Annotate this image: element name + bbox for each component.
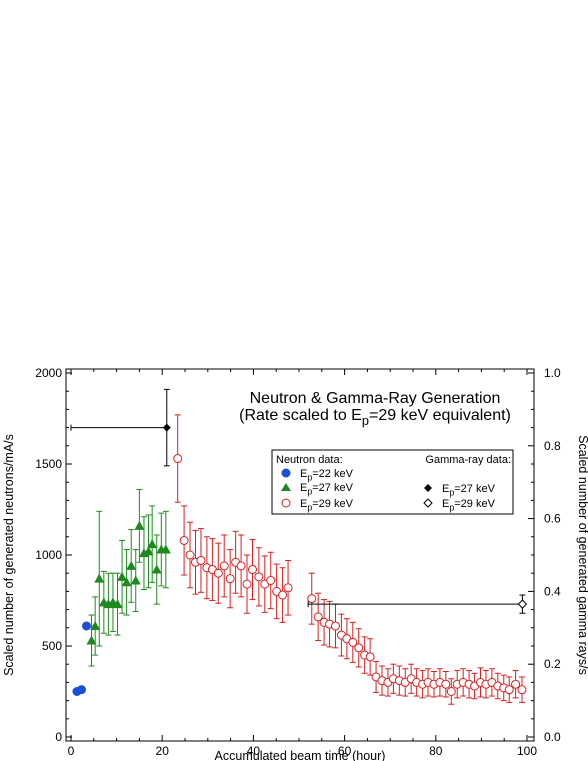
data-point bbox=[219, 561, 229, 571]
data-point bbox=[82, 621, 92, 631]
data-point bbox=[94, 573, 105, 583]
legend-box bbox=[271, 449, 514, 515]
data-point bbox=[121, 577, 132, 587]
x-tick-label: 20 bbox=[156, 744, 170, 758]
data-point bbox=[76, 685, 86, 695]
data-point bbox=[86, 635, 97, 645]
y-axis-label: Scaled number of generated neutrons/mA/s bbox=[2, 434, 16, 676]
data-point bbox=[365, 652, 375, 662]
legend: Neutron data: Gamma-ray data: Ep=22 keV … bbox=[271, 449, 514, 515]
data-point bbox=[307, 594, 317, 604]
data-point bbox=[143, 546, 154, 556]
data-point bbox=[225, 574, 235, 584]
data-point bbox=[162, 423, 171, 432]
data-point bbox=[504, 685, 514, 695]
data-point bbox=[242, 579, 252, 589]
data-point bbox=[330, 621, 340, 631]
data-point bbox=[446, 687, 456, 696]
y-right-tick-label: 1.0 bbox=[544, 366, 561, 380]
data-point bbox=[196, 555, 206, 565]
y-right-tick-label: 0.4 bbox=[544, 584, 561, 598]
legend-label-g27: Ep=27 keV bbox=[442, 483, 496, 497]
legend-gamma-header: Gamma-ray data: bbox=[425, 454, 511, 466]
data-layer bbox=[70, 388, 528, 705]
legend-marker-n22 bbox=[281, 468, 291, 478]
legend-marker-n29 bbox=[281, 498, 291, 508]
data-point bbox=[151, 564, 162, 574]
data-point bbox=[266, 575, 276, 585]
data-point bbox=[160, 544, 171, 554]
data-point bbox=[130, 575, 141, 585]
y-right-tick-label: 0.8 bbox=[544, 439, 561, 453]
data-point bbox=[283, 583, 293, 593]
x-tick-label: 60 bbox=[338, 744, 352, 758]
data-point bbox=[511, 679, 521, 689]
x-axis-label: Accumulated beam time (hour) bbox=[215, 749, 386, 761]
legend-label-n27: Ep=27 keV bbox=[300, 482, 354, 496]
legend-label-g29: Ep=29 keV bbox=[442, 498, 496, 512]
data-point bbox=[147, 539, 158, 549]
plot-frame bbox=[65, 368, 535, 742]
x-tick-label: 80 bbox=[429, 744, 443, 758]
y-right-tick-label: 0.0 bbox=[544, 730, 561, 744]
data-point bbox=[348, 637, 358, 647]
data-point bbox=[126, 560, 137, 570]
y-right-tick-label: 0.6 bbox=[544, 512, 561, 526]
data-point bbox=[354, 643, 364, 653]
chart-title: Neutron & Gamma-Ray Generation bbox=[250, 390, 501, 407]
legend-marker-n27 bbox=[281, 483, 291, 491]
data-point bbox=[112, 599, 123, 609]
data-point bbox=[236, 561, 246, 571]
x-tick-label: 100 bbox=[517, 744, 537, 758]
y-tick-label: 500 bbox=[42, 639, 62, 653]
legend-label-n29: Ep=29 keV bbox=[300, 498, 354, 512]
data-point bbox=[278, 590, 288, 600]
data-point bbox=[185, 550, 195, 560]
chart-subtitle: (Rate scaled to Ep=29 keV equivalent) bbox=[239, 407, 511, 428]
legend-neutron-header: Neutron data: bbox=[276, 454, 343, 466]
data-point bbox=[179, 535, 189, 545]
legend-marker-g29 bbox=[423, 498, 433, 508]
data-point bbox=[313, 612, 323, 622]
data-point bbox=[517, 599, 528, 609]
y-axis-right-label: Scaled number of generated gamma rays/s bbox=[576, 435, 588, 675]
data-point bbox=[254, 572, 264, 582]
data-point bbox=[90, 620, 101, 630]
data-point bbox=[173, 454, 183, 464]
legend-label-n22: Ep=22 keV bbox=[300, 468, 354, 482]
legend-marker-g27 bbox=[424, 484, 432, 492]
data-point bbox=[247, 565, 257, 575]
y-tick-label: 1000 bbox=[35, 548, 62, 562]
data-point bbox=[213, 568, 223, 578]
y-tick-label: 2000 bbox=[35, 366, 62, 380]
data-point bbox=[441, 679, 451, 689]
data-point bbox=[117, 571, 128, 581]
y-tick-label: 1500 bbox=[35, 457, 62, 471]
y-right-tick-label: 0.2 bbox=[544, 657, 561, 671]
x-tick-label: 40 bbox=[247, 744, 261, 758]
data-point bbox=[134, 520, 145, 530]
data-point bbox=[517, 685, 527, 695]
y-tick-label: 0 bbox=[55, 730, 62, 744]
x-tick-label: 0 bbox=[68, 744, 75, 758]
